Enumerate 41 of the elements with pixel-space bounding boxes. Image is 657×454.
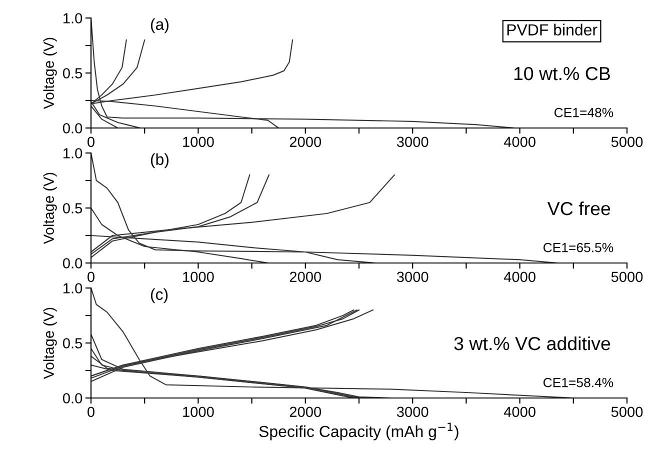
annotation: CE1=65.5% bbox=[543, 242, 614, 252]
x-tick-label: 1000 bbox=[183, 406, 214, 418]
x-tick-label: 3000 bbox=[396, 406, 428, 418]
y-tick-label: 0.0 bbox=[62, 393, 82, 404]
x-tick-label: 0 bbox=[88, 136, 94, 148]
annotation: (b) bbox=[150, 153, 168, 168]
x-tick-label: 0 bbox=[88, 406, 94, 418]
annotation: CE1=48% bbox=[554, 108, 614, 118]
annotation: (a) bbox=[150, 18, 168, 34]
y-tick-label: 0.0 bbox=[62, 123, 82, 134]
y-tick-label: 1.0 bbox=[64, 283, 82, 294]
x-axis-title: Specific Capacity (mAh g$^{−1}$) bbox=[259, 422, 458, 440]
x-tick-label: 5000 bbox=[611, 272, 643, 282]
y-tick-label: 0.5 bbox=[62, 68, 82, 78]
y-tick-label: 0.5 bbox=[62, 338, 82, 348]
x-tick-label: 2000 bbox=[290, 272, 322, 282]
x-tick-label: 2000 bbox=[290, 406, 322, 418]
y-axis-title: Voltage (V) bbox=[43, 38, 57, 110]
y-tick-label: 1.0 bbox=[64, 148, 82, 158]
x-tick-label: 1000 bbox=[183, 272, 214, 282]
x-tick-label: 4000 bbox=[504, 272, 536, 282]
y-tick-label: 0.5 bbox=[62, 203, 82, 214]
annotation: CE1=58.4% bbox=[543, 378, 614, 388]
annotation: 3 wt.% VC additive bbox=[454, 336, 610, 350]
x-tick-label: 2000 bbox=[290, 136, 322, 148]
x-tick-label: 5000 bbox=[611, 406, 643, 418]
x-tick-label: 3000 bbox=[396, 272, 428, 282]
x-tick-label: 4000 bbox=[504, 136, 536, 148]
x-tick-label: 0 bbox=[88, 272, 94, 282]
x-tick-label: 3000 bbox=[396, 136, 428, 148]
x-tick-label: 4000 bbox=[504, 406, 536, 418]
x-tick-label: 1000 bbox=[183, 136, 214, 148]
y-axis-title: Voltage (V) bbox=[43, 172, 57, 244]
y-tick-label: 1.0 bbox=[64, 13, 82, 24]
annotation: (c) bbox=[150, 288, 168, 304]
y-axis-title: Voltage (V) bbox=[43, 308, 57, 380]
annotation: VC free bbox=[547, 201, 610, 216]
chart-title: PVDF binder bbox=[507, 24, 598, 36]
x-tick-label: 5000 bbox=[611, 136, 643, 148]
annotation: 10 wt.% CB bbox=[514, 66, 610, 80]
y-tick-label: 0.0 bbox=[62, 258, 82, 268]
